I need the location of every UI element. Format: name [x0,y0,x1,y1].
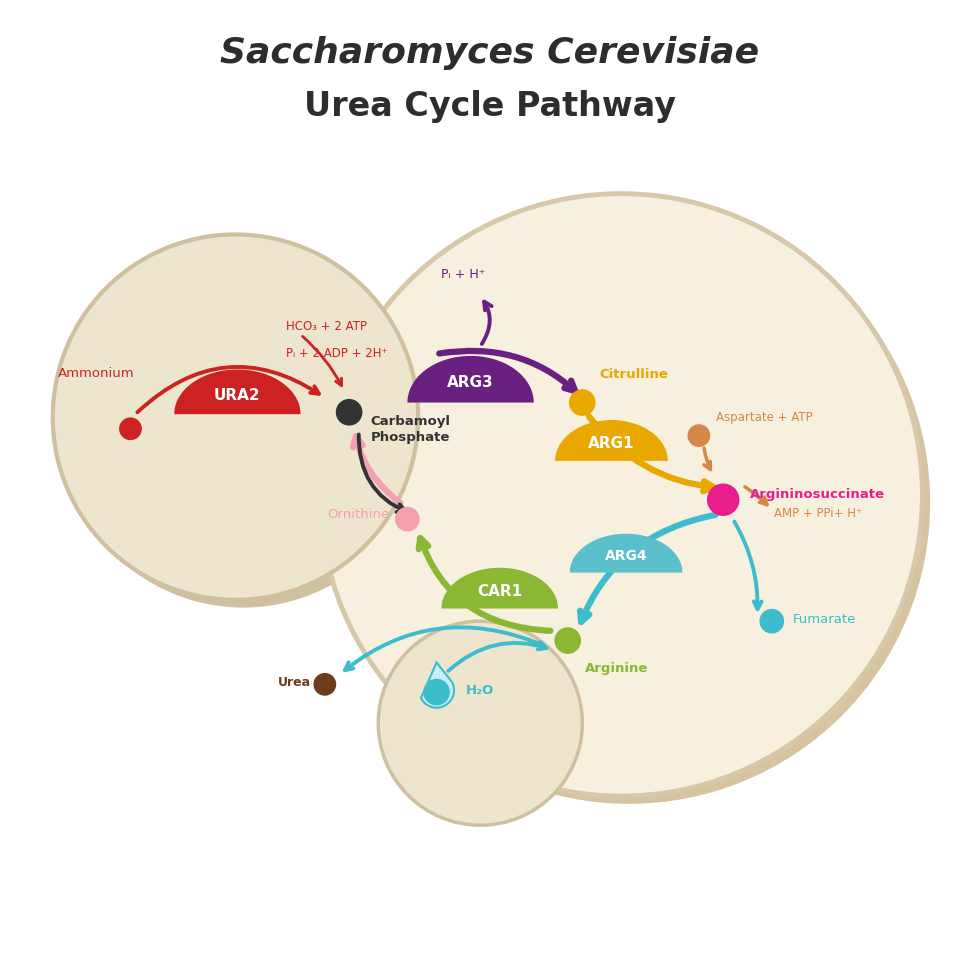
Text: Pᵢ + H⁺: Pᵢ + H⁺ [441,269,485,281]
Text: Ammonium: Ammonium [58,368,135,380]
Text: ARG4: ARG4 [605,549,648,564]
Polygon shape [555,420,667,461]
Text: H₂O: H₂O [466,684,494,697]
Circle shape [120,418,141,439]
Text: HCO₃ + 2 ATP: HCO₃ + 2 ATP [286,320,367,333]
Text: Urea Cycle Pathway: Urea Cycle Pathway [304,90,676,122]
Circle shape [569,390,595,416]
Circle shape [61,242,426,608]
Polygon shape [174,369,301,415]
Text: AMP + PPi+ H⁺: AMP + PPi+ H⁺ [774,507,861,519]
Text: Carbamoyl
Phosphate: Carbamoyl Phosphate [370,416,451,444]
Polygon shape [569,534,682,572]
Text: Urea: Urea [278,676,312,689]
Text: CAR1: CAR1 [477,584,522,599]
Text: Arginine: Arginine [585,662,649,675]
Circle shape [555,628,580,654]
Polygon shape [441,567,558,609]
Circle shape [378,621,582,825]
Circle shape [336,400,362,425]
Polygon shape [408,356,534,403]
Text: Ornithine: Ornithine [327,508,390,520]
Text: ARG3: ARG3 [447,375,494,390]
Text: ARG1: ARG1 [588,436,635,451]
Circle shape [708,484,739,515]
Circle shape [424,679,449,705]
Text: Argininosuccinate: Argininosuccinate [751,488,885,502]
Circle shape [53,234,418,600]
Text: Aspartate + ATP: Aspartate + ATP [716,411,813,424]
Polygon shape [421,662,454,708]
Circle shape [315,673,335,695]
Text: URA2: URA2 [214,388,261,403]
Circle shape [396,508,419,531]
Text: Citrulline: Citrulline [600,368,668,381]
Text: Saccharomyces Cerevisiae: Saccharomyces Cerevisiae [220,35,760,70]
Circle shape [319,194,922,796]
Circle shape [327,202,930,804]
Text: Pᵢ + 2 ADP + 2H⁺: Pᵢ + 2 ADP + 2H⁺ [286,348,387,361]
Circle shape [688,425,710,446]
Circle shape [760,610,783,633]
Text: Fumarate: Fumarate [793,612,857,626]
